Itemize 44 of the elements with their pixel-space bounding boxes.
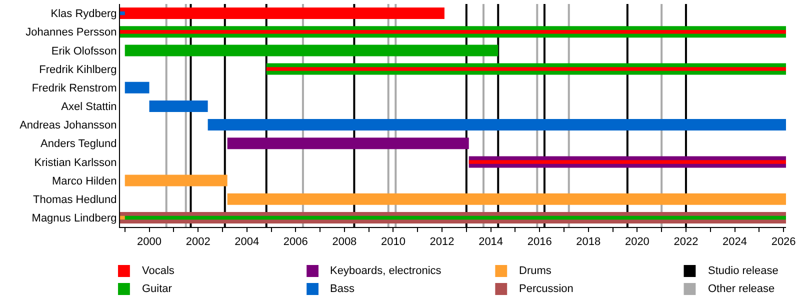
text: Other release: [708, 283, 775, 295]
y-tick-label: Erik Olofsson: [51, 45, 117, 58]
bar: [124, 44, 498, 56]
x-tick-label: 2016: [527, 236, 552, 248]
x-tick-label: 2004: [234, 236, 260, 248]
bar: [124, 82, 150, 94]
y-tick-label: Thomas Hedlund: [33, 194, 117, 206]
legend-label: Keyboards, electronics: [330, 265, 442, 277]
legend-label: Guitar: [142, 283, 172, 295]
bar: [227, 193, 786, 205]
bar: [227, 138, 469, 150]
bar: [208, 119, 786, 131]
bar: [120, 30, 786, 34]
y-tick-label: Axel Stattin: [61, 101, 117, 114]
legend-label: Drums: [519, 265, 552, 277]
x-tick-label: 2012: [430, 236, 454, 248]
text: Studio release: [708, 265, 778, 277]
x-tick-label: 2010: [380, 236, 406, 248]
x-tick-label: 2014: [478, 236, 504, 248]
bar: [266, 67, 786, 71]
y-tick-label: Fredrik Renstrom: [32, 82, 117, 94]
x-tick-label: 2022: [674, 236, 698, 248]
legend-label: Vocals: [142, 265, 175, 277]
y-tick-label: Fredrik Kihlberg: [39, 64, 117, 76]
x-tick-label: 2000: [137, 236, 162, 248]
x-tick-label: 2026: [771, 236, 796, 248]
x-tick-label: 2020: [624, 236, 650, 248]
y-tick-label: Johannes Persson: [26, 26, 117, 39]
legend-label: Percussion: [519, 283, 574, 295]
y-tick-label: Andreas Johansson: [20, 120, 117, 132]
x-tick-label: 2008: [332, 236, 357, 248]
y-tick-label: Marco Hilden: [52, 175, 117, 188]
x-tick-label: 2006: [283, 236, 308, 248]
y-tick-label: Anders Teglund: [40, 138, 117, 150]
legend-label: Bass: [330, 283, 355, 295]
y-tick-label: Kristian Karlsson: [34, 156, 117, 169]
bar: [468, 160, 786, 164]
bar: [149, 100, 208, 112]
x-tick-label: 2002: [186, 236, 210, 248]
y-tick-label: Klas Rydberg: [50, 8, 117, 20]
y-tick-label: Magnus Lindberg: [32, 212, 117, 225]
bar: [124, 174, 228, 186]
x-tick-label: 2018: [576, 236, 601, 248]
x-tick-label: 2024: [722, 236, 748, 248]
